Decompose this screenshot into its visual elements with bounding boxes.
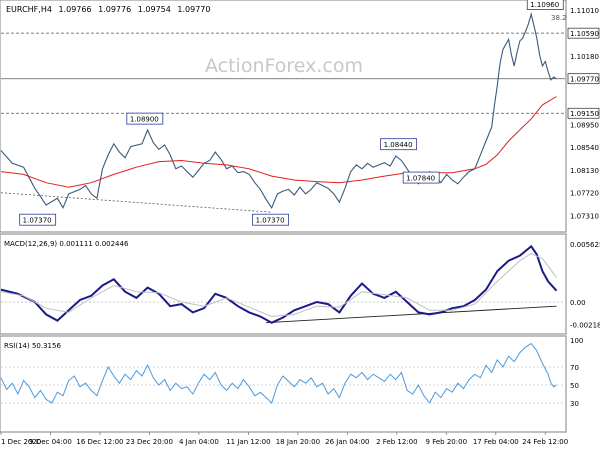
x-tick-label-11: 24 Feb 12:00 [522,438,568,446]
price-annotation-box-3 [380,138,418,151]
axis-tick-label-rsi-3: 30 [570,400,579,408]
price-annotation-label-2: 1.07370 [256,217,285,225]
axis-tick-label-price-2: 1.10180 [570,53,599,61]
ohlc-open: 1.09766 [58,5,91,14]
fib-label: 38.2 [551,14,567,22]
axis-tick-label-rsi-0: 100 [570,337,583,345]
x-tick-label-6: 18 Jan 20:00 [276,438,320,446]
x-tick-label-5: 11 Jan 12:00 [226,438,270,446]
x-tick-label-7: 26 Jan 04:00 [325,438,369,446]
price-annotation-box-5 [526,0,564,10]
price-panel-frame [0,0,567,233]
price-trendline [0,192,272,213]
x-tick-label-1: 9 Dec 04:00 [29,438,72,446]
axis-tick-label-price-9: 1.07310 [570,213,599,221]
signal-series-line [0,252,557,318]
axis-tick-label-macd-1: 0.00 [570,299,586,307]
price-annotation-label-3: 1.08440 [384,141,413,149]
x-tick-label-10: 17 Feb 04:00 [473,438,519,446]
macd-axis: 0.005625 0.00 -0.002185 [570,241,600,330]
rsi-label: RSI(14) 50.3156 [4,342,61,350]
chart-header: EURCHF,H4 1.09766 1.09776 1.09754 1.0977… [6,5,210,14]
macd-panel-frame [0,233,567,335]
price-annotation-box-0 [19,213,57,226]
ma-series-line [0,96,557,188]
macd-series-line [0,244,558,324]
price-annotation-label-5: 1.10960 [530,1,559,9]
rsi-axis: 100 70 50 30 [570,337,583,408]
axis-highlight-box-price-4 [567,107,600,119]
price-series-line [0,12,557,210]
axis-tick-label-rsi-2: 50 [570,382,579,390]
rsi-panel-frame [0,335,567,433]
price-annotation-label-1: 1.08900 [130,116,159,124]
macd-label: MACD(12,26,9) 0.001111 0.002446 [4,240,129,248]
macd-trendline-group [1,301,565,324]
price-series [0,12,557,210]
rsi-panel: RSI(14) 50.3156 100 70 50 30 [0,335,583,433]
watermark: ActionForex.com [205,55,363,77]
axis-highlight-box-price-3 [567,73,600,85]
axis-highlight-box-price-1 [567,27,600,39]
price-panel: EURCHF,H4 1.09766 1.09776 1.09754 1.0977… [0,0,600,233]
axis-tick-label-rsi-1: 70 [570,364,579,372]
price-annotation-box-1 [126,112,164,125]
axis-tick-label-macd-0: 0.005625 [570,241,600,249]
axis-tick-label-macd-2: -0.002185 [570,322,600,330]
axis-tick-label-price-0: 1.11010 [570,7,599,15]
axis-tick-label-price-3: 1.09770 [570,76,599,84]
price-axis: 1.11010 1.10590 1.10180 1.09770 1.09150 1.089… [567,7,600,221]
price-levels [1,32,565,114]
price-annotations: 1.07370 1.08900 1.07370 1.08440 1.07840 1.109… [19,0,564,226]
macd-series [0,244,558,324]
x-tick-label-3: 23 Dec 20:00 [126,438,173,446]
x-tick-label-0: 1 Dec 2020 [1,438,41,446]
rsi-series-line [0,342,557,404]
axis-tick-label-price-8: 1.07720 [570,190,599,198]
rsi-series [0,342,557,404]
macd-panel: MACD(12,26,9) 0.001111 0.002446 0.005625… [0,233,600,335]
x-tick-label-9: 9 Feb 20:00 [426,438,467,446]
chart-symbol: EURCHF,H4 [6,5,52,14]
axis-tick-label-price-5: 1.08950 [570,121,599,129]
price-annotation-box-4 [402,171,440,184]
ohlc-high: 1.09776 [98,5,131,14]
x-tick-label-2: 16 Dec 12:00 [76,438,123,446]
axis-tick-label-price-6: 1.08540 [570,144,599,152]
macd-trendline [266,305,557,324]
price-annotation-label-0: 1.07370 [23,217,52,225]
x-tick-label-8: 2 Feb 12:00 [376,438,417,446]
price-annotation-label-4: 1.07840 [406,175,435,183]
price-annotation-box-2 [252,213,289,226]
price-trendline-group [0,192,272,213]
axis-tick-label-price-4: 1.09150 [570,110,599,118]
ohlc-close: 1.09770 [177,5,210,14]
x-tick-label-4: 4 Jan 04:00 [179,438,219,446]
axis-tick-label-price-7: 1.08130 [570,167,599,175]
axis-tick-label-price-1: 1.10590 [570,30,599,38]
ohlc-low: 1.09754 [138,5,171,14]
